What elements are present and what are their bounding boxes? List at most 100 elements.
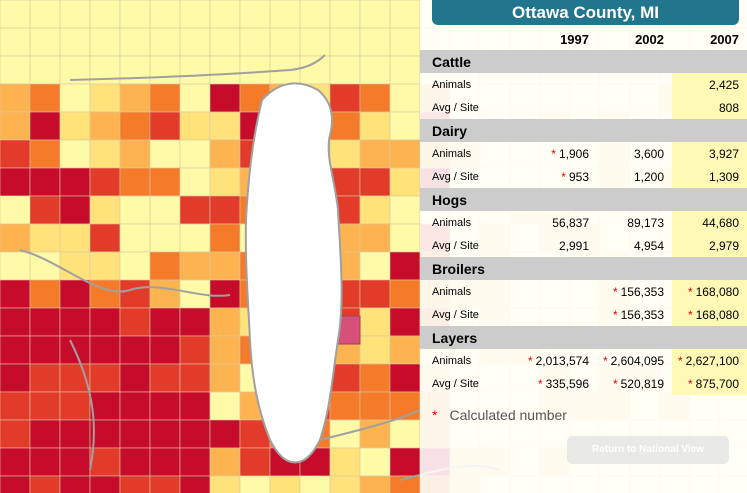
county-cell[interactable] <box>119 391 151 421</box>
county-cell[interactable] <box>89 447 121 477</box>
county-cell[interactable] <box>359 27 391 57</box>
county-cell[interactable] <box>0 167 31 197</box>
county-cell[interactable] <box>149 335 181 365</box>
county-cell[interactable] <box>119 363 151 393</box>
county-cell[interactable] <box>359 223 391 253</box>
county-cell[interactable] <box>299 0 331 29</box>
county-cell[interactable] <box>59 0 91 29</box>
county-cell[interactable] <box>329 447 361 477</box>
county-cell[interactable] <box>149 55 181 85</box>
county-cell[interactable] <box>0 83 31 113</box>
county-cell[interactable] <box>359 0 391 29</box>
county-cell[interactable] <box>359 475 391 493</box>
county-cell[interactable] <box>269 27 301 57</box>
county-cell[interactable] <box>389 83 421 113</box>
county-cell[interactable] <box>89 363 121 393</box>
county-cell[interactable] <box>119 111 151 141</box>
county-cell[interactable] <box>119 55 151 85</box>
county-cell[interactable] <box>0 251 31 281</box>
county-cell[interactable] <box>389 167 421 197</box>
county-cell[interactable] <box>0 391 31 421</box>
county-cell[interactable] <box>59 111 91 141</box>
county-cell[interactable] <box>149 475 181 493</box>
county-cell[interactable] <box>389 307 421 337</box>
county-cell[interactable] <box>149 279 181 309</box>
county-cell[interactable] <box>149 223 181 253</box>
county-cell[interactable] <box>179 475 211 493</box>
county-cell[interactable] <box>359 83 391 113</box>
county-cell[interactable] <box>29 83 61 113</box>
county-cell[interactable] <box>89 195 121 225</box>
county-cell[interactable] <box>239 475 271 493</box>
county-cell[interactable] <box>209 251 241 281</box>
county-cell[interactable] <box>209 391 241 421</box>
county-cell[interactable] <box>0 447 31 477</box>
county-cell[interactable] <box>0 419 31 449</box>
county-cell[interactable] <box>389 195 421 225</box>
county-cell[interactable] <box>0 55 31 85</box>
county-cell[interactable] <box>119 0 151 29</box>
county-cell[interactable] <box>389 111 421 141</box>
county-cell[interactable] <box>209 475 241 493</box>
county-cell[interactable] <box>179 195 211 225</box>
county-cell[interactable] <box>179 111 211 141</box>
county-cell[interactable] <box>89 27 121 57</box>
county-cell[interactable] <box>239 55 271 85</box>
county-cell[interactable] <box>179 335 211 365</box>
county-cell[interactable] <box>209 307 241 337</box>
county-cell[interactable] <box>149 447 181 477</box>
county-cell[interactable] <box>89 307 121 337</box>
county-cell[interactable] <box>329 475 361 493</box>
county-cell[interactable] <box>29 251 61 281</box>
county-cell[interactable] <box>29 363 61 393</box>
county-cell[interactable] <box>389 0 421 29</box>
county-cell[interactable] <box>59 279 91 309</box>
county-cell[interactable] <box>179 447 211 477</box>
county-cell[interactable] <box>389 279 421 309</box>
county-cell[interactable] <box>209 419 241 449</box>
county-cell[interactable] <box>209 195 241 225</box>
county-cell[interactable] <box>29 419 61 449</box>
county-cell[interactable] <box>59 419 91 449</box>
county-cell[interactable] <box>389 27 421 57</box>
county-cell[interactable] <box>239 0 271 29</box>
county-cell[interactable] <box>89 83 121 113</box>
county-cell[interactable] <box>359 139 391 169</box>
county-cell[interactable] <box>209 167 241 197</box>
county-cell[interactable] <box>329 83 361 113</box>
county-cell[interactable] <box>29 307 61 337</box>
county-cell[interactable] <box>209 335 241 365</box>
county-cell[interactable] <box>119 139 151 169</box>
county-cell[interactable] <box>389 335 421 365</box>
county-cell[interactable] <box>0 363 31 393</box>
county-cell[interactable] <box>209 111 241 141</box>
county-cell[interactable] <box>89 0 121 29</box>
county-cell[interactable] <box>149 391 181 421</box>
county-cell[interactable] <box>179 83 211 113</box>
county-cell[interactable] <box>89 111 121 141</box>
county-cell[interactable] <box>389 419 421 449</box>
county-cell[interactable] <box>359 335 391 365</box>
county-cell[interactable] <box>119 27 151 57</box>
county-cell[interactable] <box>359 55 391 85</box>
return-to-national-view-button[interactable]: Return to National View <box>567 436 729 464</box>
county-cell[interactable] <box>359 111 391 141</box>
county-cell[interactable] <box>29 447 61 477</box>
county-cell[interactable] <box>29 279 61 309</box>
county-cell[interactable] <box>29 335 61 365</box>
county-cell[interactable] <box>119 167 151 197</box>
county-cell[interactable] <box>29 55 61 85</box>
county-cell[interactable] <box>59 391 91 421</box>
county-cell[interactable] <box>0 335 31 365</box>
county-cell[interactable] <box>359 363 391 393</box>
county-cell[interactable] <box>59 195 91 225</box>
county-cell[interactable] <box>119 223 151 253</box>
county-cell[interactable] <box>29 111 61 141</box>
county-cell[interactable] <box>149 251 181 281</box>
county-cell[interactable] <box>89 335 121 365</box>
county-cell[interactable] <box>329 391 361 421</box>
county-cell[interactable] <box>179 307 211 337</box>
county-cell[interactable] <box>149 419 181 449</box>
county-cell[interactable] <box>149 195 181 225</box>
county-cell[interactable] <box>149 111 181 141</box>
